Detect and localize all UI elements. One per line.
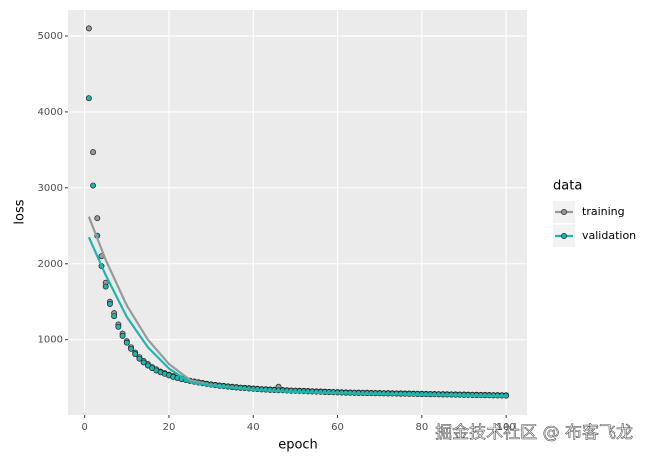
- point: [90, 149, 97, 156]
- legend-title: data: [553, 179, 582, 194]
- x-tick-label: 100: [497, 422, 516, 433]
- point: [90, 182, 97, 189]
- x-tick-label: 60: [331, 422, 344, 433]
- point: [128, 345, 134, 352]
- point: [132, 351, 139, 358]
- point: [94, 215, 101, 222]
- x-tick-label: 20: [163, 422, 176, 433]
- point: [102, 283, 109, 290]
- x-axis-title: epoch: [278, 438, 318, 453]
- watermark: 掘金技术社区 @ 布客飞龙: [435, 423, 633, 443]
- point: [123, 339, 130, 346]
- point: [136, 355, 143, 362]
- point: [85, 25, 92, 32]
- point: [119, 332, 126, 339]
- point: [115, 323, 122, 330]
- panel: [68, 10, 527, 415]
- y-tick-label: 2000: [38, 259, 63, 270]
- legend-point: [561, 233, 567, 239]
- y-tick-label: 3000: [38, 183, 63, 194]
- legend-label: validation: [582, 229, 636, 242]
- smooth-line: [87, 236, 507, 398]
- y-tick-label: 4000: [38, 107, 63, 118]
- legend-point: [561, 209, 567, 215]
- y-tick-label: 1000: [38, 335, 63, 346]
- y-tick-label: 5000: [38, 31, 63, 42]
- y-axis-title: loss: [13, 199, 28, 224]
- point: [85, 95, 92, 102]
- x-tick-label: 80: [415, 422, 428, 433]
- x-tick-label: 0: [81, 422, 87, 433]
- point: [140, 359, 147, 366]
- legend-label: training: [582, 205, 625, 218]
- point: [111, 313, 118, 320]
- point: [106, 301, 113, 307]
- point: [144, 362, 151, 369]
- x-tick-label: 40: [247, 422, 260, 433]
